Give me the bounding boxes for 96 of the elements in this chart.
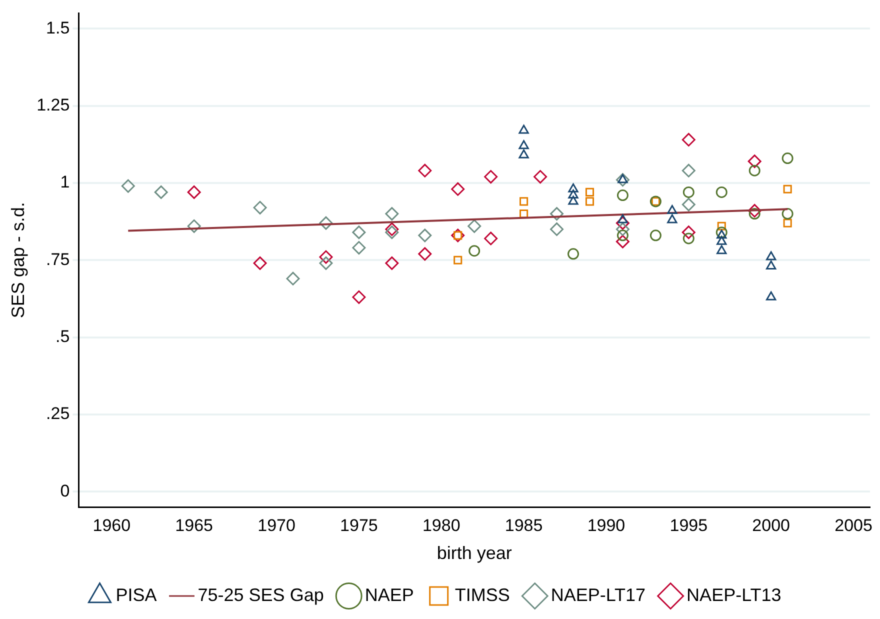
point [518,149,529,158]
point [468,245,480,257]
point [748,154,762,168]
point [585,188,594,196]
point [451,228,465,242]
legend-label: PISA [116,584,157,605]
x-axis-title: birth year [436,543,512,564]
point [616,190,628,202]
point [716,236,727,245]
point [352,290,366,304]
point [782,152,794,164]
x-tick-label: 2005 [834,516,872,535]
x-tick-label: 1965 [175,516,213,535]
point [286,272,300,286]
point [766,260,776,270]
point [783,184,792,194]
point [253,200,267,214]
point [418,247,432,261]
point [782,208,794,220]
point [667,204,678,214]
point [550,207,564,221]
point [518,124,529,134]
legend-label: NAEP-LT17 [550,584,646,605]
point [418,228,432,242]
point [783,218,792,228]
y-tick-label: 1.5 [46,18,70,38]
legend-label: NAEP [364,584,414,605]
legend-label: 75-25 SES Gap [198,584,324,605]
point [484,170,498,184]
y-tick-label: .75 [46,250,70,269]
point [568,183,578,192]
point [748,204,762,218]
point [385,207,399,221]
point [568,190,578,199]
point [451,182,465,196]
point [616,173,630,187]
point [568,196,578,205]
point [319,256,333,270]
point [616,222,630,236]
point [748,208,760,220]
point [385,222,399,236]
point [616,216,630,230]
point [385,226,399,240]
point [550,222,564,236]
point [766,291,776,300]
x-tick-label: 1975 [340,516,378,535]
legend-label: TIMSS [454,584,510,605]
y-tick-label: .25 [46,404,70,424]
point [585,197,594,206]
point [319,250,333,264]
point [454,256,462,264]
point [716,186,728,198]
point [682,226,696,240]
point [667,214,678,224]
point [187,185,201,199]
legend-label: NAEP-LT13 [686,584,782,605]
x-tick-label: 2000 [752,516,790,535]
y-tick-label: 1.25 [36,95,70,114]
point [253,256,267,270]
point [616,234,630,248]
point [484,232,498,246]
point [716,245,727,254]
x-tick-label: 1985 [504,516,543,535]
point [468,219,482,233]
point [682,164,696,178]
x-tick-label: 1995 [670,516,708,535]
point [352,226,366,240]
point [682,186,694,198]
point [352,241,366,255]
point [520,197,528,206]
point [187,219,201,233]
point [319,216,333,230]
point [682,198,696,212]
x-tick-label: 1970 [258,516,296,535]
y-axis-title: SES gap - s.d. [8,202,28,318]
point [418,164,432,178]
x-tick-label: 1960 [92,516,131,535]
point [616,230,628,242]
point [154,185,168,199]
point [568,248,580,260]
point [650,230,662,242]
point [717,222,726,230]
point [121,179,135,193]
y-tick-label: 1 [60,172,70,192]
y-tick-label: 0 [60,481,70,500]
point [518,140,529,150]
point [534,170,548,184]
point [682,232,694,244]
point [716,230,727,239]
point [748,164,760,176]
x-tick-label: 1980 [422,516,460,535]
point [682,132,696,146]
y-tick-label: .5 [56,326,70,346]
x-tick-label: 1990 [587,516,626,535]
point [766,251,776,260]
point [385,256,399,270]
